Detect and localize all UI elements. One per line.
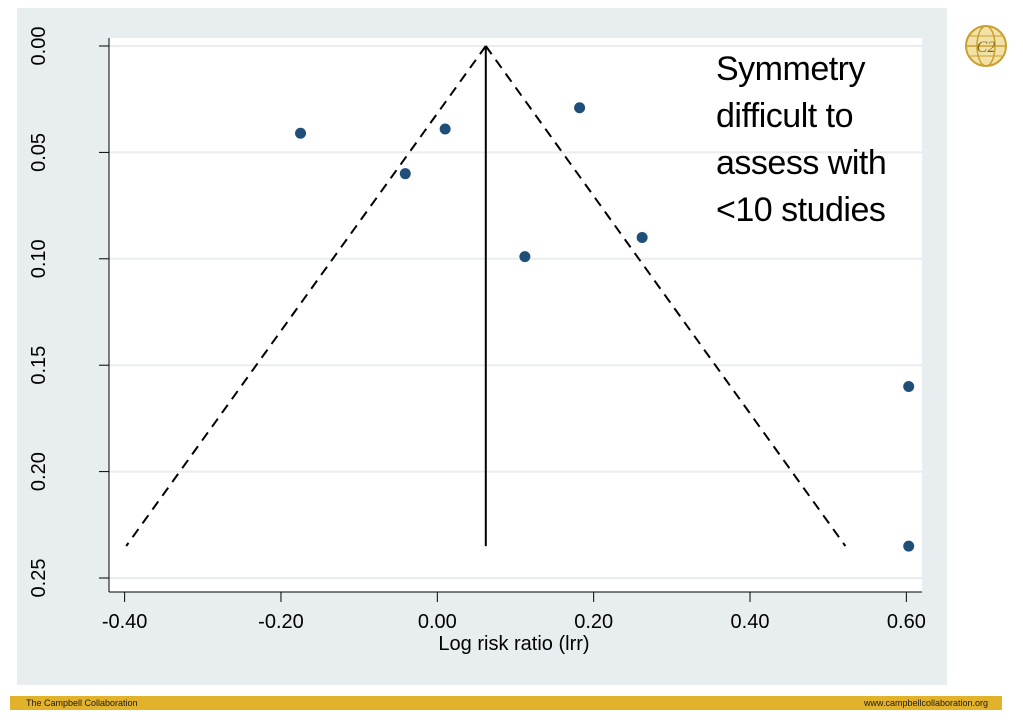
y-tick-label: 0.25 bbox=[28, 559, 50, 598]
x-tick-label: -0.20 bbox=[258, 611, 304, 633]
annotation-line: <10 studies bbox=[716, 191, 886, 229]
plot-area bbox=[109, 38, 922, 592]
axes bbox=[99, 38, 922, 602]
x-tick-label: 0.00 bbox=[418, 611, 457, 633]
y-tick-label: 0.15 bbox=[28, 346, 50, 385]
data-points bbox=[295, 102, 915, 552]
data-point bbox=[399, 168, 411, 180]
data-point bbox=[903, 540, 915, 552]
x-axis-title: Log risk ratio (lrr) bbox=[438, 633, 589, 655]
y-tick-label: 0.10 bbox=[28, 239, 50, 278]
data-point bbox=[519, 251, 531, 263]
data-point bbox=[903, 380, 915, 392]
chart-panel: -0.40 -0.20 0.00 0.20 0.40 0.60 0.00 0.05 0.10 0… bbox=[17, 8, 947, 685]
campbell-logo-icon: C2 bbox=[965, 25, 1007, 67]
y-tick-labels: 0.00 0.05 0.10 0.15 0.20 0.25 bbox=[28, 27, 50, 598]
annotation-line: Symmetry bbox=[716, 50, 866, 88]
funnel-right-boundary bbox=[484, 45, 847, 547]
logo-text: C2 bbox=[977, 39, 996, 56]
footer-bar: The Campbell Collaboration www.campbellc… bbox=[10, 696, 1002, 710]
y-tick-label: 0.05 bbox=[28, 133, 50, 172]
x-tick-label: 0.60 bbox=[887, 611, 926, 633]
funnel-left-boundary bbox=[125, 45, 487, 547]
data-point bbox=[295, 127, 307, 139]
x-tick-label: -0.40 bbox=[102, 611, 148, 633]
x-tick-label: 0.20 bbox=[574, 611, 613, 633]
y-tick-label: 0.20 bbox=[28, 452, 50, 491]
annotation-line: difficult to bbox=[716, 97, 854, 135]
x-tick-labels: -0.40 -0.20 0.00 0.20 0.40 0.60 bbox=[102, 611, 926, 633]
footer-organization: The Campbell Collaboration bbox=[26, 698, 138, 708]
data-point bbox=[636, 232, 648, 244]
funnel-plot: -0.40 -0.20 0.00 0.20 0.40 0.60 0.000.050.100… bbox=[28, 27, 926, 655]
x-tick-label: 0.40 bbox=[731, 611, 770, 633]
data-point bbox=[574, 102, 586, 114]
y-tick-label: 0.00 bbox=[28, 27, 50, 66]
chart-annotation: Symmetry difficult to assess with <10 st… bbox=[716, 46, 936, 234]
footer-website-link[interactable]: www.campbellcollaboration.org bbox=[863, 698, 988, 708]
annotation-line: assess with bbox=[716, 144, 887, 182]
grid-lines bbox=[109, 45, 922, 579]
data-point bbox=[439, 123, 451, 135]
funnel-lines bbox=[125, 45, 847, 547]
